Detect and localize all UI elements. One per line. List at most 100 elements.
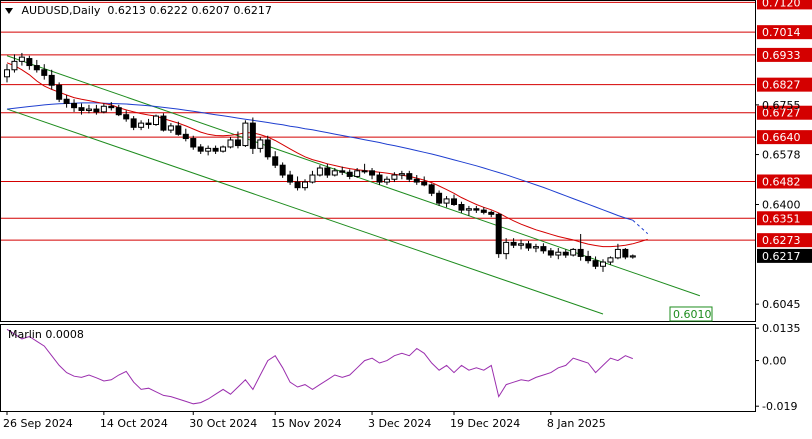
candle-down bbox=[510, 241, 517, 246]
candle-down bbox=[182, 133, 189, 140]
level-label-bg bbox=[757, 211, 812, 226]
dropdown-arrow-icon[interactable] bbox=[5, 8, 13, 14]
symbol-label: AUDUSD,Daily bbox=[21, 4, 101, 17]
candle-down bbox=[279, 164, 286, 176]
candle-down bbox=[234, 139, 241, 147]
indicator-title: Marlin 0.0008 bbox=[8, 328, 84, 341]
indicator-plot-frame bbox=[0, 324, 756, 412]
candle-up bbox=[302, 181, 308, 189]
candle-down bbox=[115, 107, 122, 116]
candle-down bbox=[78, 107, 85, 111]
level-label: 0.6351 bbox=[762, 212, 801, 225]
candle-down bbox=[480, 209, 487, 213]
candle-down bbox=[26, 58, 33, 67]
target-label: 0.6010 bbox=[673, 308, 712, 321]
target-label-box bbox=[669, 306, 713, 322]
candle-down bbox=[294, 181, 301, 189]
osc-tick-label: -0.019 bbox=[762, 400, 797, 413]
x-tick-label: 15 Nov 2024 bbox=[271, 417, 341, 430]
oscillator-line bbox=[6, 328, 633, 405]
ma-fast-projection bbox=[632, 238, 648, 245]
candle-up bbox=[398, 173, 405, 176]
candle-up bbox=[503, 241, 510, 255]
candle-up bbox=[316, 167, 323, 176]
candle-down bbox=[428, 184, 435, 194]
x-tick-label: 30 Oct 2024 bbox=[189, 417, 257, 430]
candle-down bbox=[93, 108, 100, 113]
level-label-bg bbox=[757, 233, 812, 248]
x-tick-label: 19 Dec 2024 bbox=[450, 417, 520, 430]
level-label-bg bbox=[757, 47, 812, 62]
candle-up bbox=[391, 174, 398, 180]
candle-up bbox=[242, 122, 249, 147]
candle-up bbox=[600, 261, 606, 267]
candle-down bbox=[63, 98, 70, 104]
candle-up bbox=[205, 147, 212, 152]
candle-down bbox=[451, 198, 457, 206]
candle-down bbox=[41, 69, 48, 76]
candle-up bbox=[465, 208, 472, 211]
ohlc-values: 0.6213 0.6222 0.6207 0.6217 bbox=[107, 4, 272, 17]
level-label-bg bbox=[757, 25, 812, 40]
candle-down bbox=[249, 122, 256, 149]
candle-up bbox=[518, 243, 525, 246]
candle-down bbox=[473, 208, 480, 211]
level-label-bg bbox=[757, 130, 812, 145]
level-label: 0.7014 bbox=[762, 26, 801, 39]
candle-up bbox=[257, 139, 264, 149]
candle-down bbox=[376, 174, 383, 183]
candle-up bbox=[11, 60, 18, 71]
candle-up bbox=[100, 105, 107, 113]
candle-up bbox=[555, 251, 562, 256]
candle-down bbox=[264, 139, 271, 158]
x-tick-label: 3 Dec 2024 bbox=[368, 417, 431, 430]
candle-down bbox=[525, 243, 532, 249]
candle-down bbox=[48, 74, 55, 86]
candle-down bbox=[160, 115, 167, 131]
level-label: 0.6640 bbox=[762, 131, 801, 144]
candle-up bbox=[383, 178, 390, 183]
candle-down bbox=[212, 147, 219, 152]
candle-down bbox=[33, 65, 40, 71]
candle-down bbox=[547, 250, 554, 256]
chart-header: AUDUSD,Daily 0.6213 0.6222 0.6207 0.6217 bbox=[5, 4, 272, 17]
osc-tick-label: 0.0135 bbox=[762, 322, 801, 335]
candle-up bbox=[443, 198, 450, 204]
candle-up bbox=[227, 139, 234, 148]
candle-down bbox=[197, 146, 204, 152]
candle-down bbox=[175, 125, 182, 135]
candle-up bbox=[85, 108, 92, 111]
candle-down bbox=[540, 246, 547, 252]
candle-down bbox=[488, 211, 495, 215]
candle-up bbox=[532, 246, 539, 249]
candle-down bbox=[145, 122, 152, 126]
candle-down bbox=[346, 171, 353, 177]
candle-down bbox=[577, 248, 584, 257]
candle-down bbox=[406, 173, 413, 180]
level-label: 0.6933 bbox=[762, 49, 801, 62]
current-price-bg bbox=[757, 248, 812, 263]
candle-down bbox=[56, 84, 63, 100]
candle-down bbox=[413, 178, 420, 183]
osc-tick-label: 0.00 bbox=[762, 355, 787, 368]
candle-up bbox=[153, 115, 159, 126]
y-tick-label: 0.6400 bbox=[762, 199, 801, 212]
candle-up bbox=[570, 248, 577, 256]
candle-up bbox=[629, 255, 636, 258]
trend-channel: 0.6010 bbox=[6, 55, 713, 322]
candle-down bbox=[369, 170, 376, 176]
candle-down bbox=[458, 204, 465, 211]
candle-up bbox=[18, 56, 25, 62]
candle-up bbox=[607, 257, 614, 263]
candle-down bbox=[71, 102, 78, 109]
x-tick-label: 8 Jan 2025 bbox=[547, 417, 606, 430]
y-tick-label: 0.6755 bbox=[762, 99, 801, 112]
current-price-label: 0.6217 bbox=[762, 250, 801, 263]
candle-down bbox=[287, 174, 294, 183]
level-label: 0.6827 bbox=[762, 79, 801, 92]
candle-up bbox=[331, 170, 338, 176]
level-label: 0.7120 bbox=[762, 0, 801, 9]
candle-up bbox=[220, 146, 227, 152]
